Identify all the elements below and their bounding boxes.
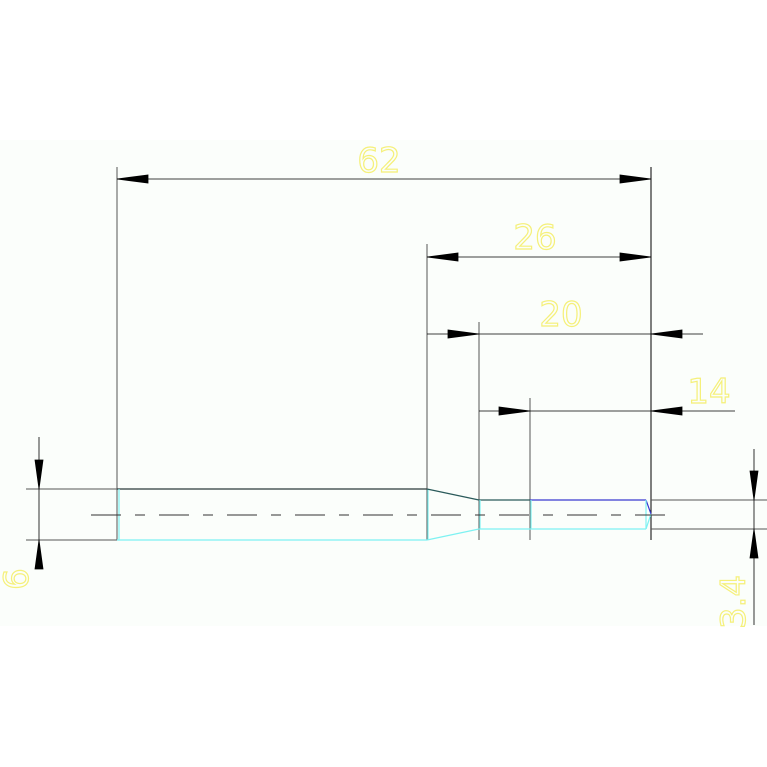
dim-20-label: 20 xyxy=(539,295,582,335)
extension-lines xyxy=(26,167,767,541)
dim-14-label: 14 xyxy=(687,372,730,412)
drawing-area xyxy=(0,140,767,626)
dimension-lines xyxy=(34,174,759,625)
dim-3-4-label: 3.4 xyxy=(714,575,754,629)
dim-6-label: 6 xyxy=(0,568,37,590)
shaft-outline xyxy=(117,488,652,541)
dim-26-label: 26 xyxy=(513,218,556,258)
dim-62-label: 62 xyxy=(357,141,400,181)
